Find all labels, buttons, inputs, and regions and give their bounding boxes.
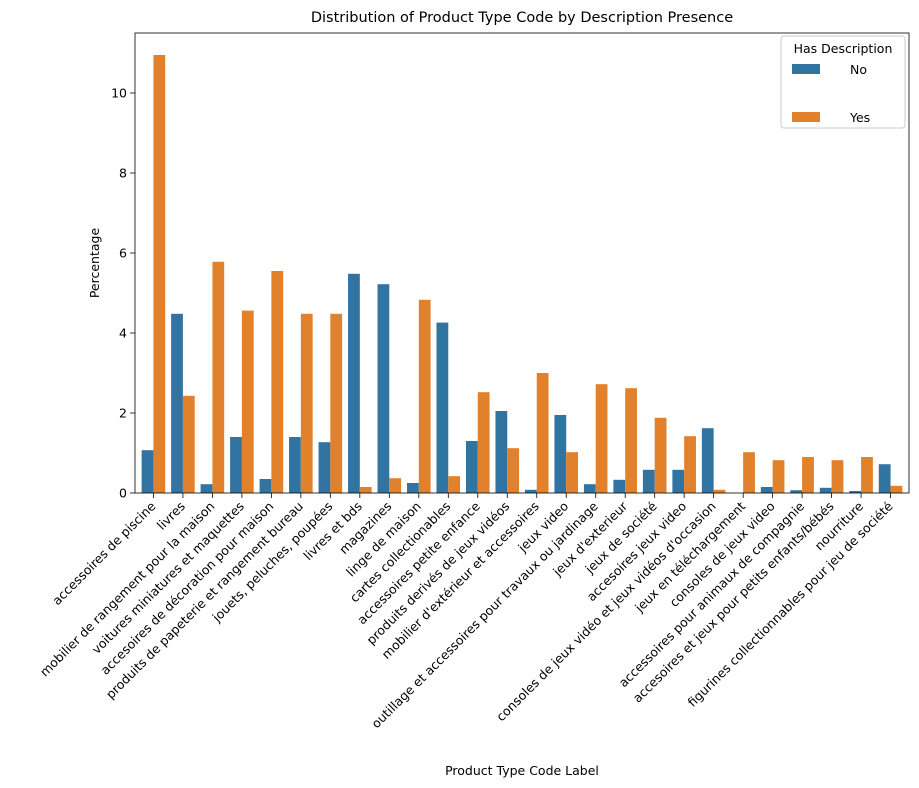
bar-no-1 <box>171 313 183 493</box>
bar-no-19 <box>701 428 714 493</box>
bar-no-11 <box>465 441 478 493</box>
bar-yes-2 <box>212 261 225 493</box>
bar-no-8 <box>377 284 390 493</box>
bar-no-6 <box>318 442 331 493</box>
bar-no-15 <box>583 484 596 493</box>
bar-yes-1 <box>182 395 195 493</box>
legend-title: Has Description <box>794 41 893 56</box>
bar-no-12 <box>495 411 508 493</box>
bar-no-21 <box>760 487 773 493</box>
bar-yes-4 <box>271 271 284 493</box>
legend-label-no: No <box>850 62 867 77</box>
bar-no-22 <box>790 490 803 493</box>
y-tick-label: 6 <box>119 246 127 261</box>
bar-yes-15 <box>595 384 608 493</box>
bar-no-16 <box>613 479 626 493</box>
bar-yes-10 <box>448 476 461 493</box>
y-axis: 0 2 4 6 8 10 <box>111 86 135 501</box>
bar-no-3 <box>230 437 242 493</box>
chart-title: Distribution of Product Type Code by Des… <box>311 10 733 26</box>
bar-no-13 <box>524 489 537 493</box>
bars-group <box>141 55 903 493</box>
y-tick-label: 2 <box>119 406 127 421</box>
y-tick-label: 0 <box>119 486 127 501</box>
legend: Has Description No Yes <box>780 35 906 129</box>
bar-yes-19 <box>713 489 726 493</box>
bar-yes-8 <box>389 478 402 493</box>
bar-no-7 <box>348 273 360 493</box>
x-axis-label: Product Type Code Label <box>445 763 599 778</box>
bar-no-5 <box>289 437 301 493</box>
bar-no-25 <box>878 464 891 493</box>
y-tick-label: 10 <box>111 86 127 101</box>
y-tick-label: 8 <box>119 166 127 181</box>
bar-yes-18 <box>684 436 696 493</box>
bar-yes-3 <box>241 310 254 493</box>
bar-no-18 <box>672 469 685 493</box>
bar-yes-11 <box>477 392 490 493</box>
bar-yes-0 <box>153 55 166 493</box>
bar-yes-7 <box>359 487 372 493</box>
legend-frame <box>780 35 906 129</box>
bar-no-24 <box>849 491 862 493</box>
bar-yes-12 <box>507 448 520 493</box>
bar-yes-17 <box>654 417 667 493</box>
bar-no-0 <box>141 450 154 493</box>
bar-no-17 <box>642 469 655 493</box>
bar-no-23 <box>819 487 832 493</box>
bar-yes-5 <box>300 313 313 493</box>
bar-yes-20 <box>743 452 755 493</box>
y-tick-label: 4 <box>119 326 127 341</box>
bar-yes-21 <box>772 460 785 493</box>
bar-no-10 <box>436 322 449 493</box>
legend-label-yes: Yes <box>849 110 870 125</box>
bar-yes-6 <box>330 313 343 493</box>
bar-no-4 <box>259 479 272 493</box>
bar-yes-13 <box>536 373 549 493</box>
bar-yes-9 <box>418 299 431 493</box>
bar-no-14 <box>554 415 567 493</box>
bar-yes-22 <box>802 457 814 493</box>
y-axis-label: Percentage <box>87 228 102 299</box>
bar-yes-23 <box>831 460 844 493</box>
bar-no-2 <box>200 484 213 493</box>
legend-swatch-yes <box>792 112 820 122</box>
bar-no-9 <box>407 483 419 493</box>
bar-yes-25 <box>890 485 903 493</box>
bar-yes-24 <box>861 457 873 493</box>
legend-swatch-no <box>792 64 820 74</box>
bar-yes-14 <box>566 452 579 493</box>
bar-yes-16 <box>625 388 637 493</box>
plot-frame <box>134 32 910 494</box>
